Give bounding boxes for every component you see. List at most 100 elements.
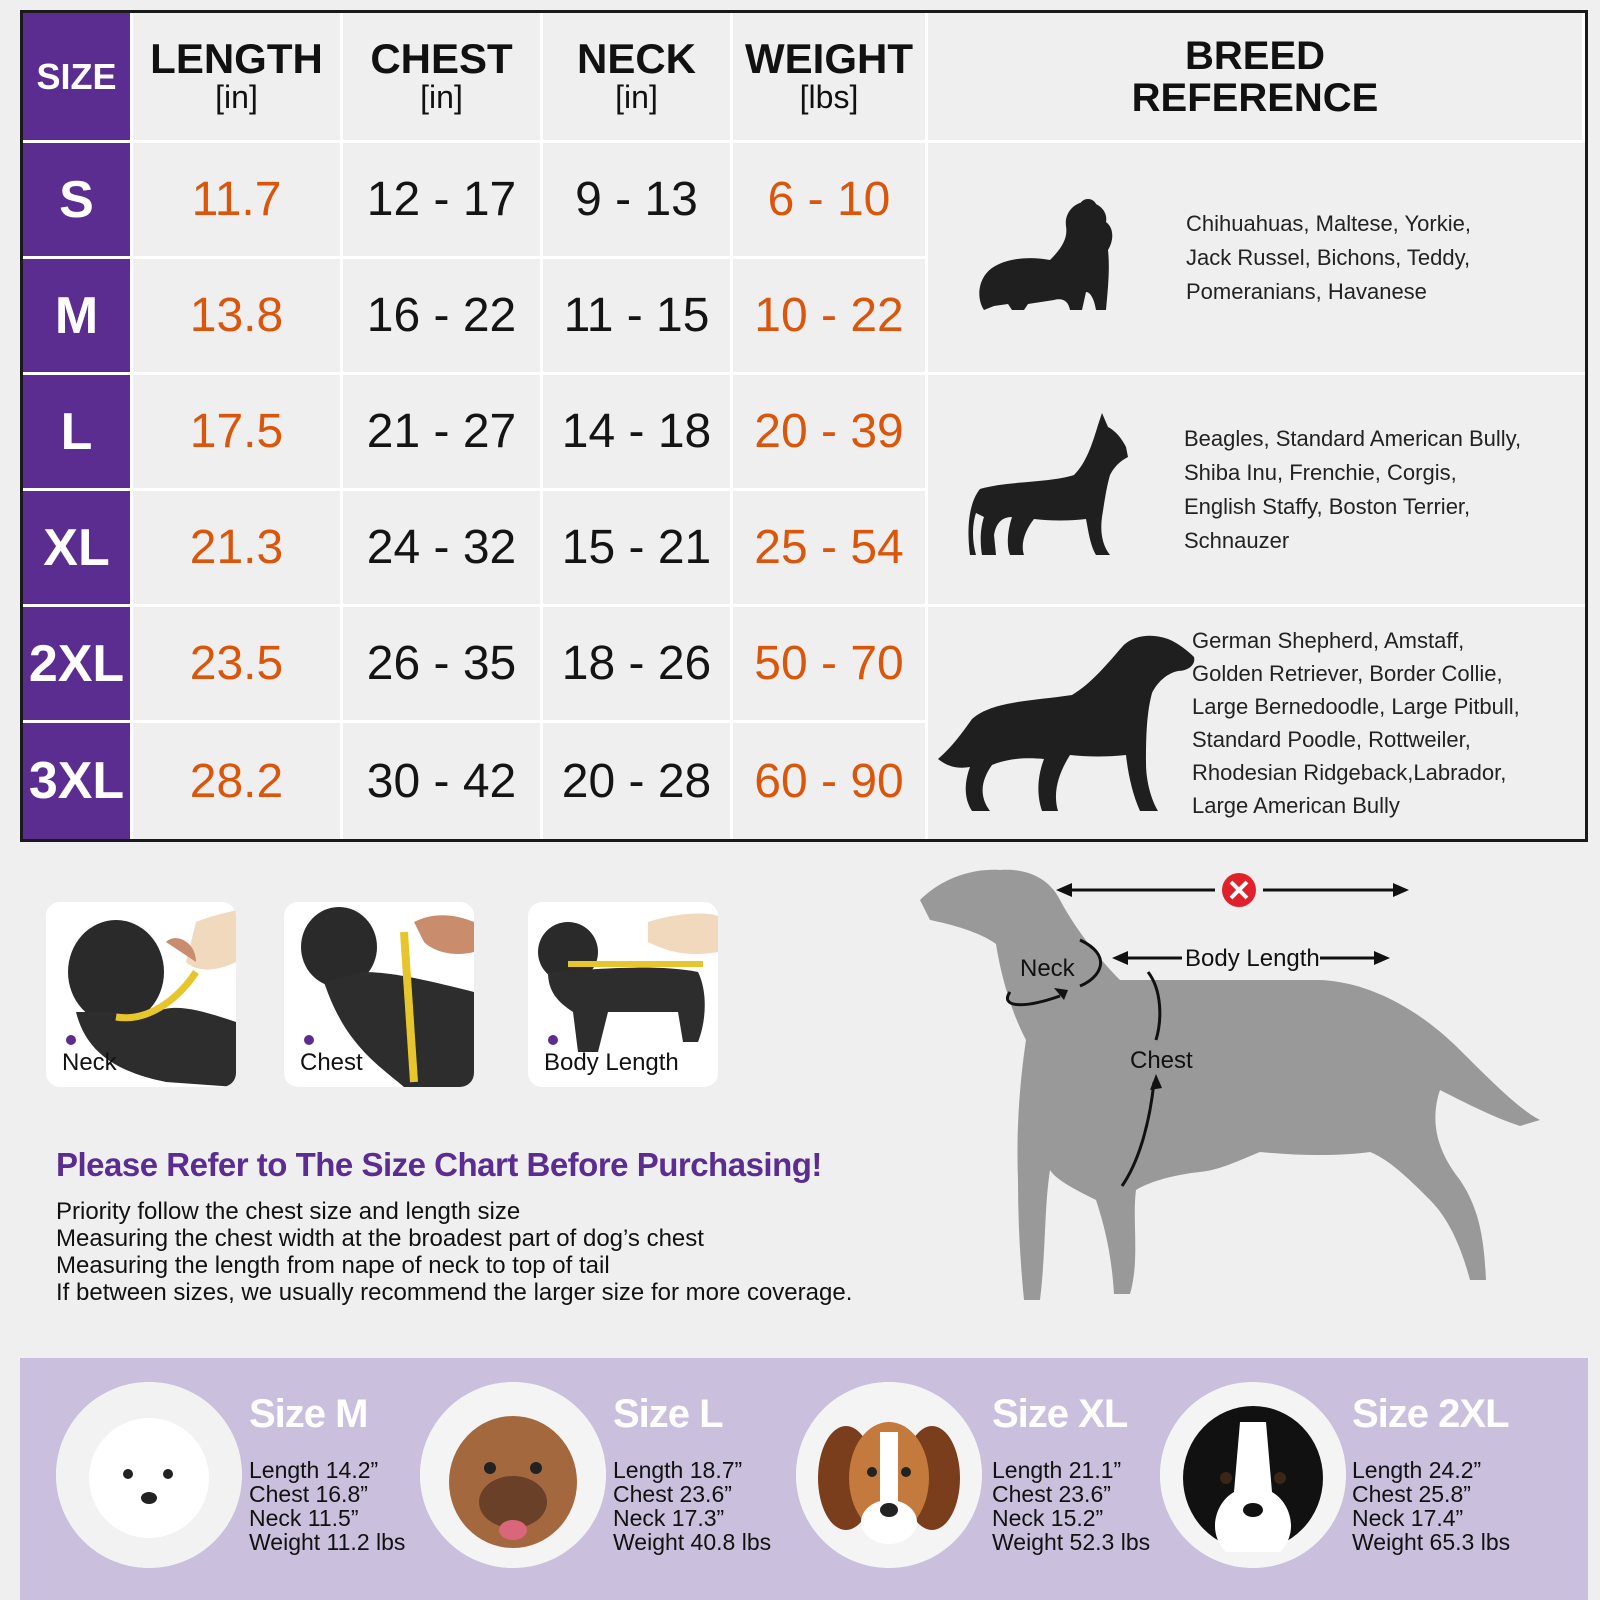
weight-value: 6 - 10 [733, 143, 928, 259]
length-value: 21.3 [133, 491, 343, 607]
chest-label: Chest [1130, 1047, 1193, 1074]
x-circle-icon [1222, 873, 1256, 907]
length-value: 17.5 [133, 375, 343, 491]
size-label-2xl: 2XL [23, 607, 133, 723]
example-measurements: Length 21.1” Chest 23.6” Neck 15.2” Weig… [992, 1458, 1150, 1554]
breed-line: Standard Poodle, Rottweiler, [1192, 727, 1471, 752]
mannequin-neck-image [68, 910, 236, 1087]
example-line: Chest 25.8” [1352, 1481, 1471, 1507]
breed-list-medium: Beagles, Standard American Bully, Shiba … [1184, 422, 1521, 558]
breed-line: Golden Retriever, Border Collie, [1192, 661, 1503, 686]
example-title: Size M [249, 1392, 368, 1436]
breed-line: English Staffy, Boston Terrier, [1184, 493, 1471, 519]
dog-photo-border-collie [1160, 1382, 1346, 1568]
size-chart-table: SIZE LENGTH [in] CHEST [in] NECK [in] WE… [20, 10, 1588, 842]
grey-dog-silhouette [920, 869, 1540, 1300]
instruction-line: Measuring the chest width at the broades… [56, 1225, 704, 1252]
example-measurements: Length 14.2” Chest 16.8” Neck 11.5” Weig… [249, 1458, 405, 1554]
mannequin-length-image [538, 913, 718, 1052]
arrow-head [1112, 951, 1128, 965]
neck-value: 14 - 18 [543, 375, 733, 491]
breed-line: Beagles, Standard American Bully, [1184, 425, 1522, 451]
neck-photo-label: Neck [62, 1049, 117, 1076]
breed-line: Schnauzer [1184, 527, 1290, 553]
chest-value: 16 - 22 [343, 259, 543, 375]
weight-header-title: WEIGHT [745, 34, 913, 82]
bullet-dot [548, 1035, 558, 1045]
example-title: Size 2XL [1352, 1392, 1510, 1436]
weight-value: 20 - 39 [733, 375, 928, 491]
dog-photo-bully [420, 1382, 606, 1568]
small-dog-silhouette-icon [979, 198, 1113, 310]
arrow-head [1150, 1074, 1162, 1090]
dog-photo-beagle [796, 1382, 982, 1568]
breed-list-large: German Shepherd, Amstaff, Golden Retriev… [1192, 624, 1520, 822]
breed-reference-header: BREED REFERENCE [928, 13, 1585, 143]
example-line: Weight 11.2 lbs [249, 1529, 406, 1555]
instruction-line: Priority follow the chest size and lengt… [56, 1198, 521, 1225]
neck-arc [1006, 938, 1102, 1007]
dog-photo-bichon [56, 1382, 242, 1568]
example-line: Weight 65.3 lbs [1352, 1529, 1511, 1555]
chest-value: 30 - 42 [343, 723, 543, 839]
chest-value: 12 - 17 [343, 143, 543, 259]
arrow-head [1054, 988, 1068, 1000]
breed-reference-large: German Shepherd, Amstaff, Golden Retriev… [928, 607, 1585, 839]
example-measurements: Length 24.2” Chest 25.8” Neck 17.4” Weig… [1352, 1458, 1510, 1554]
breed-list-small: Chihuahuas, Maltese, Yorkie, Jack Russel… [1186, 207, 1471, 309]
chest-measure-photo: Chest [284, 902, 474, 1087]
breed-header-line1: BREED [1184, 33, 1326, 78]
example-line: Length 14.2” [249, 1457, 379, 1483]
chest-column-header: CHEST [in] [343, 13, 543, 143]
example-line: Chest 23.6” [613, 1481, 732, 1507]
size-label-m: M [23, 259, 133, 375]
breed-line: Large Bernedoodle, Large Pitbull, [1192, 694, 1520, 719]
weight-value: 60 - 90 [733, 723, 928, 839]
bullet-dot [304, 1035, 314, 1045]
size-column-header: SIZE [23, 13, 133, 143]
body-length-photo-label: Body Length [544, 1049, 679, 1076]
breed-line: Pomeranians, Havanese [1186, 278, 1427, 304]
breed-line: Chihuahuas, Maltese, Yorkie, [1186, 210, 1471, 236]
breed-line: Rhodesian Ridgeback,Labrador, [1192, 760, 1507, 785]
example-line: Neck 17.4” [1352, 1505, 1464, 1531]
example-line: Neck 11.5” [249, 1505, 359, 1531]
length-column-header: LENGTH [in] [133, 13, 343, 143]
example-title: Size XL [992, 1392, 1128, 1436]
measuring-instructions: Priority follow the chest size and lengt… [56, 1198, 852, 1306]
chest-value: 24 - 32 [343, 491, 543, 607]
arrow-head [1056, 883, 1072, 897]
instruction-line: If between sizes, we usually recommend t… [56, 1279, 853, 1306]
neck-value: 20 - 28 [543, 723, 733, 839]
length-header-unit: [in] [215, 78, 258, 115]
size-label-xl: XL [23, 491, 133, 607]
breed-reference-small: Chihuahuas, Maltese, Yorkie, Jack Russel… [928, 143, 1585, 375]
example-line: Neck 15.2” [992, 1505, 1104, 1531]
size-label-3xl: 3XL [23, 723, 133, 839]
neck-value: 9 - 13 [543, 143, 733, 259]
breed-reference-medium: Beagles, Standard American Bully, Shiba … [928, 375, 1585, 607]
weight-value: 50 - 70 [733, 607, 928, 723]
neck-header-unit: [in] [615, 78, 658, 115]
breed-header-line2: REFERENCE [1131, 75, 1379, 120]
body-length-measure-photo: Body Length [528, 902, 718, 1087]
bullet-dot [66, 1035, 76, 1045]
measurement-diagram: Body Length Neck Chest [920, 869, 1540, 1300]
example-line: Length 21.1” [992, 1457, 1122, 1483]
example-line: Neck 17.3” [613, 1505, 725, 1531]
breed-line: German Shepherd, Amstaff, [1192, 628, 1465, 653]
length-value: 28.2 [133, 723, 343, 839]
example-line: Weight 52.3 lbs [992, 1529, 1151, 1555]
example-line: Length 18.7” [613, 1457, 743, 1483]
chest-arc [1120, 1081, 1156, 1187]
size-label-s: S [23, 143, 133, 259]
example-line: Length 24.2” [1352, 1457, 1482, 1483]
length-value: 23.5 [133, 607, 343, 723]
arrow-head [1374, 951, 1390, 965]
example-title: Size L [613, 1392, 724, 1436]
neck-header-title: NECK [576, 34, 696, 82]
length-header-title: LENGTH [150, 34, 323, 82]
chest-header-unit: [in] [420, 78, 463, 115]
example-line: Chest 23.6” [992, 1481, 1111, 1507]
chest-value: 21 - 27 [343, 375, 543, 491]
